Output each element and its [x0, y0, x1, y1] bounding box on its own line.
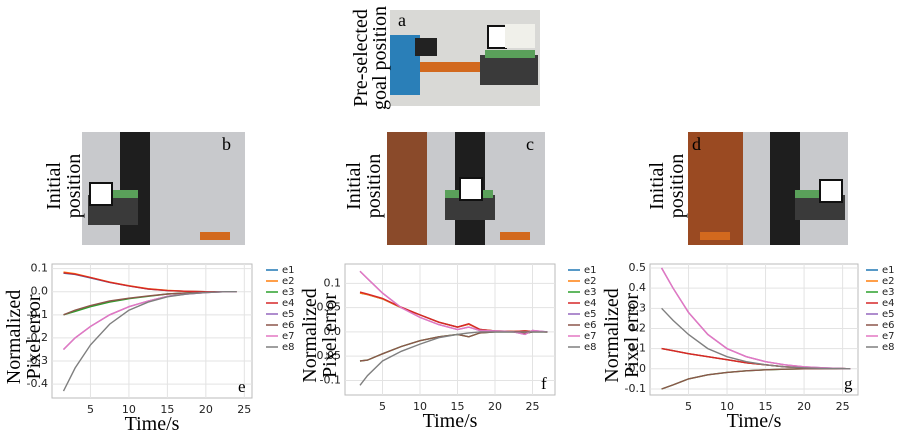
photo-initial: [688, 132, 848, 245]
panel-label: d: [692, 134, 701, 154]
x-tick-label: 5: [379, 400, 386, 413]
legend-label: e8: [882, 342, 895, 353]
legend-label: e4: [584, 298, 597, 309]
y-axis-label: Pixel error: [319, 293, 341, 378]
x-tick-label: 20: [199, 403, 213, 416]
legend-label: e5: [584, 309, 597, 320]
x-axis-label: Time/s: [727, 410, 782, 432]
x-axis-label: Time/s: [125, 413, 180, 433]
y-tick-label: 0.1: [31, 262, 49, 275]
legend-label: e5: [282, 309, 295, 320]
x-tick-label: 5: [685, 400, 692, 413]
y-tick-label: 0.1: [324, 276, 342, 289]
x-tick-label: 25: [526, 400, 540, 413]
y-tick-label: 0.4: [629, 281, 647, 294]
legend-label: e2: [282, 276, 295, 287]
figure: Pre-selected goal position a Initial pos…: [0, 0, 904, 433]
legend-label: e3: [882, 287, 895, 298]
legend-label: e2: [882, 276, 895, 287]
x-tick-label: 25: [237, 403, 251, 416]
panel-label: e: [238, 377, 246, 396]
legend-label: e7: [282, 331, 295, 342]
caption: Initial: [43, 162, 65, 210]
legend-label: e6: [882, 320, 895, 331]
panel-label: g: [844, 374, 853, 393]
caption: position: [363, 154, 385, 218]
photo-initial: [387, 132, 545, 245]
x-axis-label: Time/s: [423, 410, 478, 432]
photo-initial: [82, 132, 245, 245]
y-axis-label: Normalized: [601, 288, 623, 382]
y-axis-label: Pixel error: [23, 294, 45, 379]
legend-label: e8: [584, 342, 597, 353]
legend-label: e7: [882, 331, 895, 342]
legend-label: e7: [584, 331, 597, 342]
panel-label: c: [526, 134, 534, 154]
legend-label: e6: [282, 320, 295, 331]
caption: goal position: [369, 6, 391, 110]
legend-label: e1: [584, 265, 597, 276]
caption: Initial: [343, 162, 365, 210]
caption: position: [63, 154, 85, 218]
y-axis-label: Pixel error: [621, 293, 643, 378]
legend-label: e4: [282, 298, 295, 309]
legend-label: e8: [282, 342, 295, 353]
plot-area: [650, 264, 858, 395]
legend-label: e3: [282, 287, 295, 298]
legend-label: e6: [584, 320, 597, 331]
x-tick-label: 20: [488, 400, 502, 413]
legend-label: e4: [882, 298, 895, 309]
y-axis-label: Normalized: [299, 288, 321, 382]
y-axis-label: Normalized: [3, 290, 25, 384]
x-tick-label: 20: [797, 400, 811, 413]
x-tick-label: 5: [87, 403, 94, 416]
legend-label: e1: [882, 265, 895, 276]
caption: position: [666, 154, 688, 218]
legend-label: e2: [584, 276, 597, 287]
panel-label: f: [541, 374, 547, 393]
plot-area: [52, 264, 252, 398]
legend-label: e3: [584, 287, 597, 298]
legend-label: e5: [882, 309, 895, 320]
panel-label: b: [222, 134, 231, 154]
panel-label: a: [398, 10, 406, 30]
y-tick-label: -0.1: [625, 382, 646, 395]
legend-label: e1: [282, 265, 295, 276]
photo-goal: [390, 10, 540, 106]
caption: Initial: [646, 162, 668, 210]
x-tick-label: 25: [836, 400, 850, 413]
y-tick-label: 0.5: [629, 261, 647, 274]
